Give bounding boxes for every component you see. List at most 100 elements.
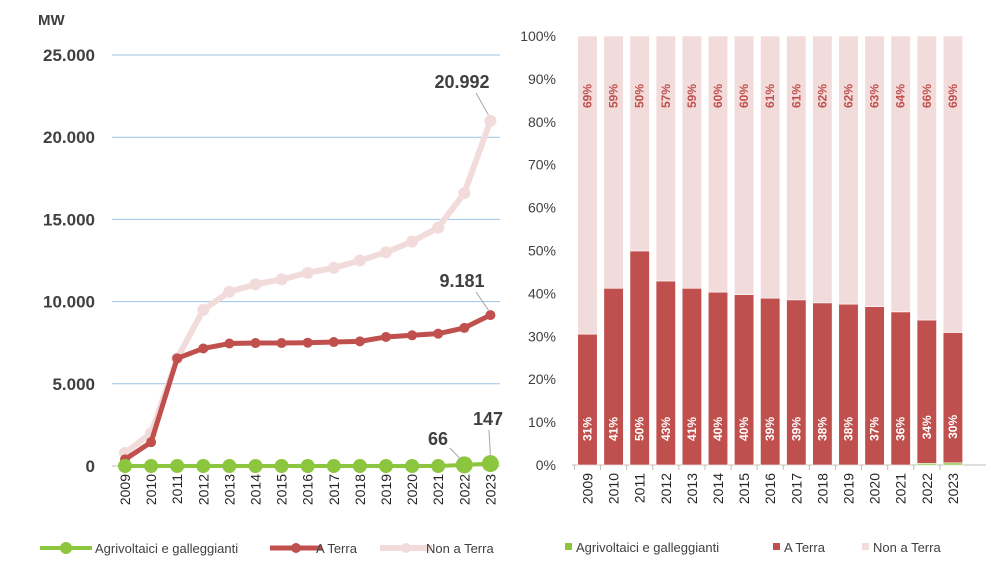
line-chart: MW 0 5.000 10.000 15.000 20.000 25.000 2009 2010… <box>38 12 503 556</box>
legend-swatch <box>862 543 869 550</box>
legend-label: A Terra <box>784 540 826 555</box>
callout-line <box>475 291 489 311</box>
x-tick-label: 2011 <box>169 474 185 504</box>
y-tick-label: 100% <box>520 28 556 44</box>
data-point <box>250 338 261 349</box>
x-tick-label: 2010 <box>143 474 159 505</box>
data-point <box>222 459 237 473</box>
data-point <box>458 187 471 200</box>
legend-item: A Terra <box>270 541 358 556</box>
data-point <box>198 343 209 354</box>
x-tick-label: 2016 <box>762 473 778 504</box>
x-tick-label: 2009 <box>580 473 596 504</box>
bar-segment <box>838 35 859 305</box>
x-tick-label: 2023 <box>945 473 961 504</box>
data-point <box>170 459 185 473</box>
bar-segment <box>603 35 624 289</box>
data-point <box>146 437 157 448</box>
data-point <box>197 303 210 316</box>
line-series <box>118 455 499 474</box>
data-point <box>275 273 288 286</box>
legend-item: Non a Terra <box>380 541 494 556</box>
bar-segment <box>812 35 833 304</box>
y-tick-label: 20.000 <box>43 128 95 147</box>
data-point <box>455 456 473 474</box>
callout-line <box>449 447 461 460</box>
data-label: 20.992 <box>434 72 489 92</box>
line-series <box>120 310 496 465</box>
data-label: 40% <box>737 417 751 441</box>
data-label: 60% <box>711 84 725 108</box>
x-tick-label: 2018 <box>814 473 830 504</box>
bar-segment <box>864 35 885 307</box>
data-point <box>379 459 393 473</box>
x-tick-label: 2022 <box>456 474 472 505</box>
legend-swatch <box>565 543 572 550</box>
data-point <box>431 459 446 473</box>
data-label: 43% <box>659 417 673 441</box>
y-tick-label: 60% <box>528 200 556 216</box>
x-tick-label: 2015 <box>736 473 752 504</box>
data-point <box>354 336 365 347</box>
data-point <box>274 459 289 473</box>
data-point <box>352 459 367 473</box>
data-point <box>433 328 444 339</box>
data-label: 57% <box>659 84 673 108</box>
data-point <box>381 331 391 342</box>
data-point <box>224 338 235 349</box>
data-label: 38% <box>815 417 829 441</box>
data-point <box>196 459 211 473</box>
bar-segment <box>890 35 911 313</box>
data-point <box>249 278 262 291</box>
x-tick-label: 2022 <box>919 473 935 504</box>
y-tick-label: 50% <box>528 243 556 259</box>
y-tick-label: 0 <box>86 457 95 476</box>
x-tick-label: 2010 <box>606 473 622 504</box>
legend-item: A Terra <box>773 540 826 555</box>
bar-segment <box>890 311 911 466</box>
data-label: 60% <box>737 84 751 108</box>
data-point <box>302 337 313 348</box>
y-tick-label: 40% <box>528 285 556 301</box>
legend-marker <box>401 543 411 553</box>
bar-segment <box>707 35 729 293</box>
y-tick-label: 30% <box>528 328 556 344</box>
x-tick-label: 2016 <box>300 474 316 505</box>
data-point <box>328 337 339 348</box>
data-label: 66 <box>428 429 448 449</box>
bar-segment <box>786 35 807 301</box>
legend-item: Agrivoltaici e galleggianti <box>565 540 719 555</box>
data-label: 38% <box>842 417 856 441</box>
data-point <box>327 261 340 274</box>
x-tick-label: 2020 <box>867 473 883 504</box>
data-label: 69% <box>946 84 960 108</box>
callout-line <box>475 92 489 116</box>
legend-label: Non a Terra <box>426 541 494 556</box>
data-point <box>301 266 314 279</box>
bar-segment <box>734 35 755 295</box>
x-tick-label: 2009 <box>117 474 133 505</box>
x-tick-label: 2013 <box>221 474 237 505</box>
data-label: 62% <box>842 84 856 108</box>
y-tick-label: 5.000 <box>52 375 95 394</box>
x-tick-label: 2018 <box>352 474 368 505</box>
data-point <box>118 459 132 473</box>
x-tick-label: 2021 <box>893 473 909 504</box>
data-point <box>300 459 315 473</box>
y-tick-label: 10% <box>528 414 556 430</box>
x-tick-label: 2015 <box>274 474 290 505</box>
data-point <box>380 246 392 259</box>
bar-segment <box>577 333 598 466</box>
y-tick-label: 0% <box>536 457 556 473</box>
data-label: 66% <box>920 84 934 108</box>
data-label: 36% <box>894 417 908 441</box>
data-point <box>172 353 183 364</box>
x-tick-label: 2017 <box>788 473 804 504</box>
data-label: 59% <box>607 84 621 108</box>
y-tick-label: 15.000 <box>43 210 95 229</box>
data-point <box>481 455 499 473</box>
x-tick-label: 2017 <box>326 474 342 505</box>
bar-segment <box>760 35 781 299</box>
legend-label: Non a Terra <box>873 540 941 555</box>
data-point <box>405 459 420 473</box>
